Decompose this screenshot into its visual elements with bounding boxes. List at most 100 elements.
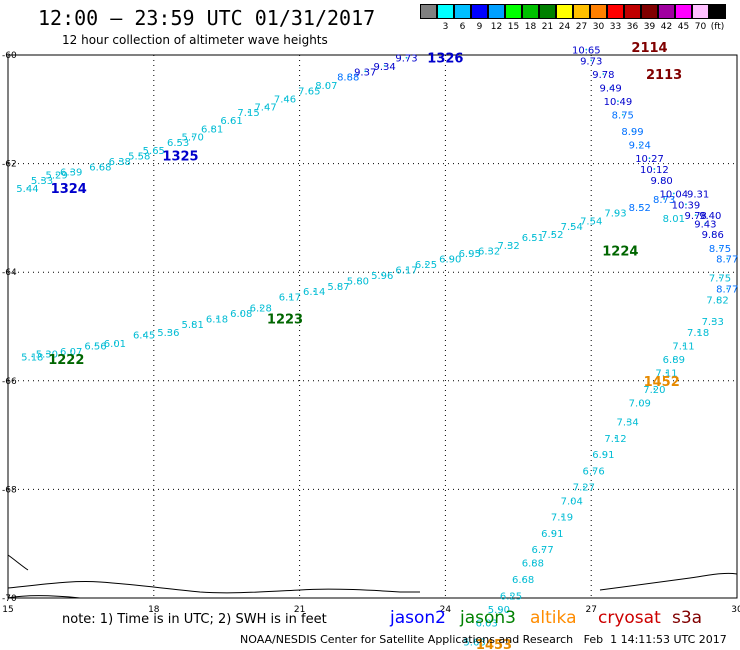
swh-value-label: 6.17	[279, 293, 301, 304]
colorbar-swatch	[522, 4, 539, 19]
track-point	[152, 149, 155, 151]
swh-value-label: 7.15	[237, 108, 259, 119]
track-point	[337, 284, 340, 287]
swh-value-label: 6.28	[250, 303, 272, 314]
swh-value-label: 8.75	[709, 244, 731, 255]
track-point	[41, 178, 43, 181]
colorbar-label: 70	[694, 22, 707, 32]
track-point	[211, 127, 214, 130]
colorbar-label: 12	[490, 22, 503, 32]
track-point	[31, 355, 34, 358]
track-point	[405, 268, 408, 271]
track-point	[405, 56, 408, 59]
colorbar-swatch	[641, 4, 658, 19]
colorbar-swatch	[471, 4, 488, 19]
track-point	[672, 358, 675, 360]
colorbar-label: 33	[609, 22, 622, 32]
track-point	[247, 111, 250, 113]
colorbar-label: 15	[507, 22, 520, 32]
track-point	[308, 89, 311, 92]
colorbar-swatch	[658, 4, 675, 19]
swh-value-label: 5.30	[36, 350, 58, 361]
swh-value-label: 9.34	[374, 62, 396, 73]
track-point	[510, 594, 512, 597]
colorbar-unit: (ft)	[710, 22, 725, 32]
swh-value-label: 9.31	[687, 189, 709, 200]
legend-altika: altika	[530, 608, 577, 628]
pass-label: 1326	[427, 52, 463, 67]
swh-value-label: 6.53	[167, 138, 189, 149]
swh-value-label: 6.91	[541, 529, 563, 540]
track-point	[585, 48, 588, 51]
pass-label: 2113	[646, 68, 682, 83]
track-point	[364, 70, 367, 73]
x-tick-label: 24	[440, 605, 452, 615]
track-point	[143, 333, 145, 336]
swh-value-label: 8.73	[653, 195, 675, 206]
pass-label: 2114	[631, 41, 667, 56]
colorbar-label: 42	[660, 22, 673, 32]
track-point	[631, 130, 634, 132]
plot-frame	[7, 54, 738, 599]
swh-value-label: 6.25	[415, 260, 437, 271]
track-point	[264, 105, 267, 108]
swh-value-label: 10.12	[640, 165, 669, 176]
track-point	[507, 244, 510, 246]
swh-value-label: 6.68	[512, 575, 534, 586]
y-tick-label: -64	[2, 268, 17, 278]
track-point	[711, 320, 714, 322]
swh-value-label: 6.51	[522, 233, 544, 244]
swh-value-label: 6.56	[84, 342, 106, 353]
pass-label: 1222	[48, 353, 84, 368]
swh-value-label: 7.33	[702, 317, 724, 328]
track-point	[55, 173, 58, 176]
swh-value-label: 6.89	[663, 355, 685, 366]
pass-label: 1223	[267, 312, 303, 327]
swh-value-label: 9.40	[699, 211, 721, 222]
swh-value-label: 7.34	[617, 418, 639, 429]
colorbar-swatch	[573, 4, 590, 19]
coastline	[7, 554, 29, 571]
swh-value-label: 5.33	[31, 176, 53, 187]
swh-value-label: 10.39	[672, 200, 701, 211]
legend-cryosat: cryosat	[598, 608, 661, 628]
track-point	[216, 317, 218, 320]
colorbar-swatch	[505, 4, 522, 19]
x-tick-label: 30	[731, 605, 740, 615]
swh-value-label: 6.32	[478, 246, 500, 257]
swh-value-label: 7.09	[629, 399, 651, 410]
track-point	[45, 352, 48, 355]
track-point	[653, 168, 656, 170]
track-point	[284, 97, 286, 100]
swh-value-label: 7.11	[655, 369, 677, 380]
colorbar-swatch	[590, 4, 607, 19]
track-point	[191, 322, 194, 325]
track-point	[114, 341, 116, 344]
track-point	[425, 263, 427, 265]
track-point	[602, 73, 605, 75]
swh-value-label: 6.03	[476, 618, 498, 629]
track-point	[665, 371, 668, 374]
swh-value-label: 6.39	[60, 168, 82, 179]
swh-value-label: 5.70	[182, 132, 204, 143]
track-point	[551, 233, 554, 236]
swh-value-label: 9.37	[354, 67, 376, 78]
swh-value-label: 6.95	[459, 249, 481, 260]
track-point	[719, 276, 721, 279]
track-point	[381, 274, 384, 276]
swh-value-label: 6.25	[500, 591, 522, 602]
swh-value-label: 10.04	[659, 189, 688, 200]
track-point	[672, 192, 675, 195]
swh-value-label: 6.07	[60, 347, 82, 358]
track-point	[561, 515, 563, 518]
colorbar-label: 39	[643, 22, 656, 32]
swh-value-label: 9.80	[651, 176, 673, 187]
track-point	[660, 178, 663, 181]
colorbar-label: 36	[626, 22, 639, 32]
colorbar-label: 3	[442, 22, 449, 32]
swh-value-label: 5.87	[327, 282, 349, 293]
swh-value-label: 6.14	[303, 287, 325, 298]
track-point	[541, 548, 544, 551]
y-tick-label: -62	[2, 160, 17, 170]
swh-value-label: 6.68	[89, 162, 111, 173]
